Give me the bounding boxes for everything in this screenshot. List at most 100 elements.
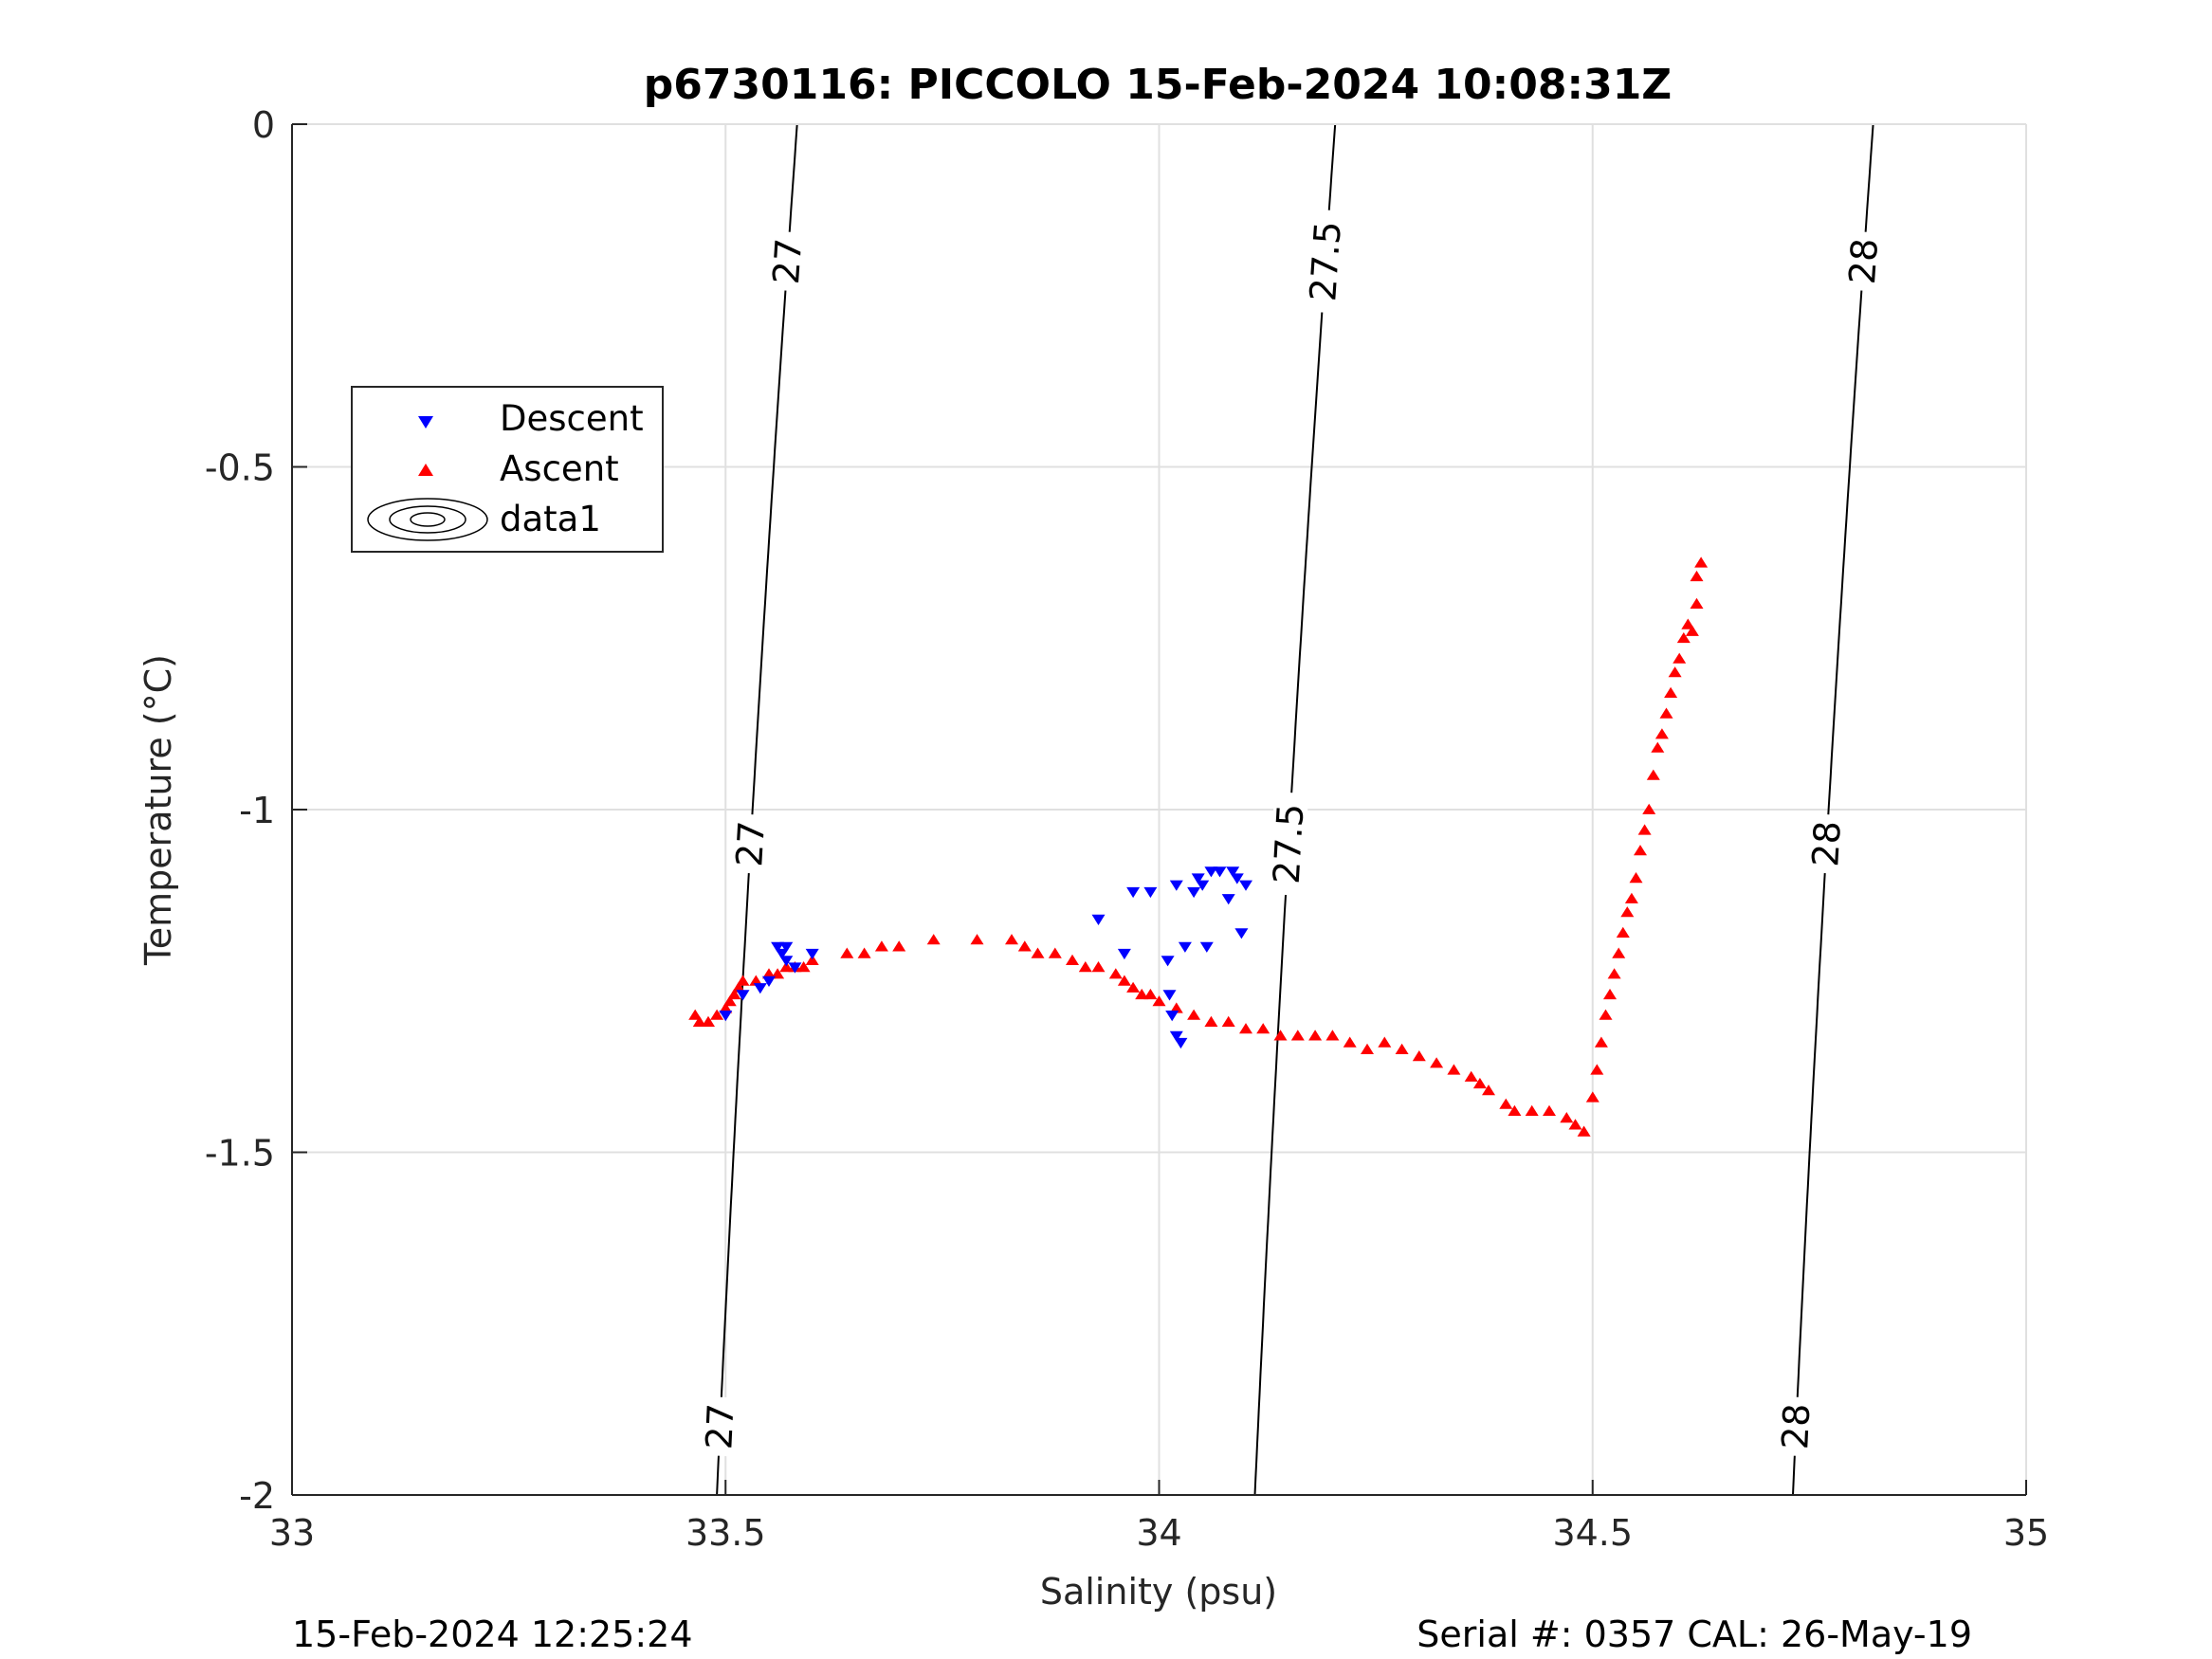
legend-box <box>351 386 664 553</box>
ascent-point-88 <box>1694 556 1709 568</box>
ascent-point-46 <box>1361 1043 1374 1054</box>
ascent-point-25 <box>1048 947 1062 958</box>
ascent-point-41 <box>1273 1030 1288 1041</box>
footer-timestamp: 15-Feb-2024 12:25:24 <box>292 1613 693 1655</box>
ascent-point-26 <box>1066 954 1079 965</box>
grid <box>292 124 2026 1495</box>
ascent-point-2 <box>702 1015 715 1027</box>
ascent-point-24 <box>1031 947 1045 958</box>
ascent-point-64 <box>1594 1036 1608 1048</box>
contour-label-bg-28-2 <box>1777 1395 1815 1457</box>
descent-point-18 <box>1169 1030 1183 1042</box>
descent-point-7 <box>779 956 794 967</box>
ascent-point-70 <box>1620 906 1635 918</box>
descent-point-30 <box>1234 928 1249 939</box>
ascent-point-66 <box>1603 988 1617 1000</box>
ascent-point-16 <box>840 947 854 958</box>
legend-ascent-marker <box>418 464 433 476</box>
ascent-point-78 <box>1654 728 1669 739</box>
ascent-point-34 <box>1152 995 1166 1007</box>
ascent-point-36 <box>1187 1009 1201 1020</box>
ascent-point-55 <box>1499 1098 1513 1109</box>
ascent-point-69 <box>1616 926 1630 938</box>
ascent-point-49 <box>1412 1050 1426 1062</box>
descent-point-4 <box>771 941 785 953</box>
legend-ascent-label: Ascent <box>500 448 619 489</box>
descent-point-11 <box>1117 948 1131 960</box>
x-axis-label: Salinity (psu) <box>1040 1571 1277 1613</box>
ascent-point-17 <box>857 947 871 958</box>
ascent-point-9 <box>749 975 763 986</box>
ascent-point-42 <box>1290 1030 1305 1041</box>
descent-point-26 <box>1213 866 1227 878</box>
y-tick-labels: 0 -0.5 -1 -1.5 -2 <box>205 104 275 1517</box>
descent-point-6 <box>779 941 794 953</box>
x-tick-label-4: 35 <box>2003 1512 2049 1554</box>
ascent-point-75 <box>1642 803 1656 814</box>
ascent-series <box>688 556 1709 1137</box>
ascent-point-74 <box>1637 824 1652 835</box>
y-tick-label-4: -2 <box>239 1475 275 1517</box>
ascent-point-3 <box>710 1009 724 1020</box>
descent-point-3 <box>762 975 776 987</box>
x-tick-label-1: 33.5 <box>686 1512 766 1554</box>
ascent-point-18 <box>874 940 888 952</box>
ascent-point-63 <box>1590 1064 1604 1075</box>
descent-point-10 <box>1091 914 1106 925</box>
ascent-point-73 <box>1634 845 1647 856</box>
ascent-point-14 <box>796 961 811 973</box>
ascent-point-33 <box>1143 988 1158 1000</box>
y-tick-label-0: 0 <box>252 104 275 146</box>
legend-contour-icon <box>367 498 488 541</box>
ascent-point-29 <box>1108 968 1123 979</box>
ascent-point-4 <box>719 1002 733 1013</box>
legend-descent-marker <box>418 416 433 428</box>
descent-point-21 <box>1187 886 1201 899</box>
ascent-point-83 <box>1676 632 1691 644</box>
contour-label-bg-27-1 <box>731 813 770 875</box>
contour-label-28-2: 28 <box>1774 1403 1818 1450</box>
ascent-point-47 <box>1378 1036 1392 1048</box>
ascent-point-7 <box>732 981 745 993</box>
y-tick-label-2: -1 <box>239 790 275 831</box>
descent-series <box>719 866 1252 1049</box>
ascent-point-0 <box>688 1009 703 1020</box>
ascent-point-5 <box>722 995 737 1007</box>
descent-point-24 <box>1199 941 1214 953</box>
descent-point-22 <box>1191 873 1205 884</box>
x-tick-label-0: 33 <box>269 1512 315 1554</box>
descent-point-31 <box>1239 880 1252 891</box>
descent-point-15 <box>1162 990 1177 1001</box>
contour-label-27.5-0: 27.5 <box>1302 220 1349 302</box>
descent-point-27 <box>1221 894 1235 905</box>
legend-data1-label: data1 <box>500 499 601 539</box>
contour-label-27-0: 27 <box>765 237 810 285</box>
ascent-point-40 <box>1256 1023 1271 1034</box>
descent-point-25 <box>1204 866 1218 878</box>
ascent-point-59 <box>1560 1112 1574 1123</box>
ascent-point-57 <box>1525 1104 1539 1116</box>
ascent-point-20 <box>926 934 941 945</box>
x-tick-label-2: 34 <box>1136 1512 1181 1554</box>
ascent-point-86 <box>1690 597 1704 609</box>
ascent-point-53 <box>1472 1077 1487 1089</box>
ascent-point-85 <box>1685 625 1699 636</box>
contour-label-bg-28-0 <box>1844 230 1883 292</box>
ascent-point-8 <box>736 975 750 986</box>
ascent-point-6 <box>727 988 741 1000</box>
ascent-point-68 <box>1612 947 1626 958</box>
ascent-point-62 <box>1585 1091 1600 1103</box>
contour-label-27-1: 27 <box>728 820 773 868</box>
ascent-point-15 <box>805 954 819 965</box>
descent-point-16 <box>1165 1011 1179 1022</box>
ascent-point-38 <box>1221 1015 1235 1027</box>
ascent-point-12 <box>779 961 794 973</box>
ascent-point-48 <box>1395 1043 1409 1054</box>
ascent-point-43 <box>1308 1030 1323 1041</box>
density-contours: 27 27 27 27.5 27.5 28 28 28 <box>698 123 1886 1496</box>
ascent-point-50 <box>1430 1057 1444 1068</box>
ascent-point-51 <box>1447 1064 1461 1075</box>
legend-descent-label: Descent <box>500 398 644 439</box>
y-axis-label: Temperature (°C) <box>137 654 179 966</box>
ascent-point-79 <box>1659 707 1673 719</box>
